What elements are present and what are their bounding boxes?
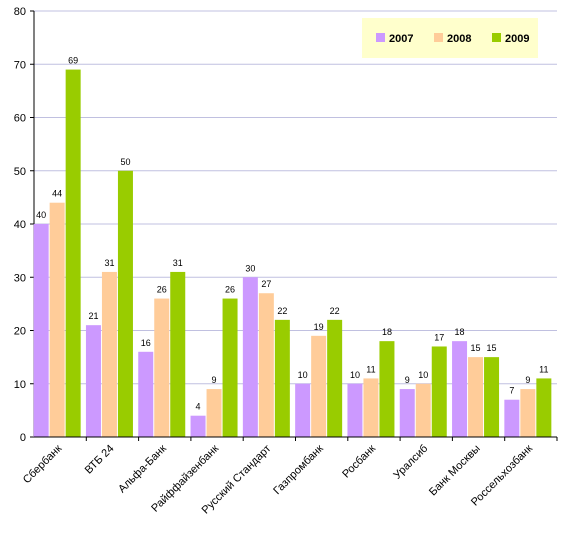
bar-2007 bbox=[85, 325, 101, 437]
bar-2008 bbox=[154, 298, 170, 437]
legend: 2007 2008 2009 bbox=[362, 18, 538, 58]
bar-2007 bbox=[347, 383, 363, 437]
data-label: 7 bbox=[509, 386, 514, 396]
data-label: 69 bbox=[68, 56, 78, 66]
data-label: 19 bbox=[314, 322, 324, 332]
data-label: 11 bbox=[366, 364, 375, 374]
bar-2007 bbox=[452, 341, 468, 437]
x-tick-label: Уралсиб bbox=[391, 443, 430, 482]
legend-box bbox=[362, 18, 538, 58]
bar-2007 bbox=[138, 351, 154, 437]
bar-2009 bbox=[117, 170, 133, 437]
y-tick-label: 20 bbox=[14, 326, 26, 338]
data-label: 22 bbox=[330, 306, 340, 316]
bar-2008 bbox=[258, 293, 274, 437]
x-tick-label: Банк Москвы bbox=[427, 443, 483, 499]
data-label: 18 bbox=[455, 327, 465, 337]
data-label: 11 bbox=[539, 364, 548, 374]
bar-2009 bbox=[222, 298, 238, 437]
data-label: 10 bbox=[350, 370, 360, 380]
data-label: 17 bbox=[434, 332, 444, 342]
data-label: 44 bbox=[52, 189, 62, 199]
y-tick-label: 70 bbox=[14, 59, 26, 71]
data-label: 9 bbox=[405, 375, 410, 385]
bar-2008 bbox=[415, 383, 431, 437]
y-tick-label: 60 bbox=[14, 113, 26, 125]
data-label: 10 bbox=[418, 370, 428, 380]
bar-2008 bbox=[468, 357, 484, 437]
data-label: 27 bbox=[261, 279, 271, 289]
data-label: 31 bbox=[104, 258, 114, 268]
data-label: 10 bbox=[298, 370, 308, 380]
data-label: 15 bbox=[471, 343, 481, 353]
data-label: 31 bbox=[173, 258, 183, 268]
bar-2009 bbox=[431, 346, 447, 437]
y-tick-label: 50 bbox=[14, 166, 26, 178]
data-label: 40 bbox=[36, 210, 46, 220]
legend-swatch bbox=[434, 33, 443, 42]
bar-2007 bbox=[295, 383, 311, 437]
data-label: 50 bbox=[120, 157, 130, 167]
bar-2009 bbox=[327, 319, 343, 437]
bar-2009 bbox=[379, 341, 395, 437]
legend-swatch bbox=[492, 33, 501, 42]
y-tick-label: 0 bbox=[20, 432, 26, 444]
data-label: 16 bbox=[141, 338, 151, 348]
bar-2007 bbox=[242, 277, 258, 437]
data-label: 4 bbox=[196, 402, 201, 412]
data-label: 18 bbox=[382, 327, 392, 337]
data-label: 26 bbox=[225, 285, 235, 295]
x-tick-label: ВТБ 24 bbox=[83, 443, 117, 477]
data-label: 15 bbox=[487, 343, 497, 353]
x-axis: Сбербанк ВТБ 24 Альфа-БанкРайффайзенбанкРу… bbox=[21, 436, 558, 516]
bar-2008 bbox=[101, 271, 117, 437]
data-label: 26 bbox=[157, 285, 167, 295]
bar-2007 bbox=[504, 399, 520, 437]
bar-2007 bbox=[33, 224, 49, 437]
legend-label: 2008 bbox=[447, 33, 471, 45]
bar-2008 bbox=[363, 378, 379, 437]
data-label: 30 bbox=[245, 263, 255, 273]
data-label: 22 bbox=[277, 306, 287, 316]
y-tick-label: 30 bbox=[14, 272, 26, 284]
bar-2007 bbox=[190, 415, 206, 437]
bars: 40 44 69 21 31 50 16 26 31 4 9 26 30 27 22 10 19 22 10 11 18… bbox=[33, 56, 552, 437]
bar-2008 bbox=[49, 202, 65, 437]
bar-2009 bbox=[65, 69, 81, 437]
bar-2009 bbox=[536, 378, 552, 437]
bar-2008 bbox=[520, 389, 536, 437]
x-tick-label: Альфа-Банк bbox=[116, 443, 169, 496]
y-tick-label: 10 bbox=[14, 379, 26, 391]
bar-2008 bbox=[206, 389, 222, 437]
data-label: 9 bbox=[212, 375, 217, 385]
x-tick-label: Сбербанк bbox=[21, 443, 65, 487]
bar-2009 bbox=[274, 319, 290, 437]
x-tick-label: Газпромбанк bbox=[271, 443, 326, 498]
bar-2007 bbox=[399, 389, 415, 437]
bar-2009 bbox=[484, 357, 500, 437]
legend-swatch bbox=[376, 33, 385, 42]
data-label: 9 bbox=[525, 375, 530, 385]
y-tick-label: 40 bbox=[14, 219, 26, 231]
legend-label: 2009 bbox=[505, 33, 529, 45]
x-tick-label: Росбанк bbox=[340, 443, 378, 481]
y-tick-label: 80 bbox=[14, 6, 26, 18]
data-label: 21 bbox=[88, 311, 98, 321]
bar-2009 bbox=[170, 271, 186, 437]
bar-2008 bbox=[311, 335, 327, 437]
legend-label: 2007 bbox=[389, 33, 413, 45]
y-axis: 0 10 20 30 40 50 60 70 80 bbox=[14, 6, 35, 444]
